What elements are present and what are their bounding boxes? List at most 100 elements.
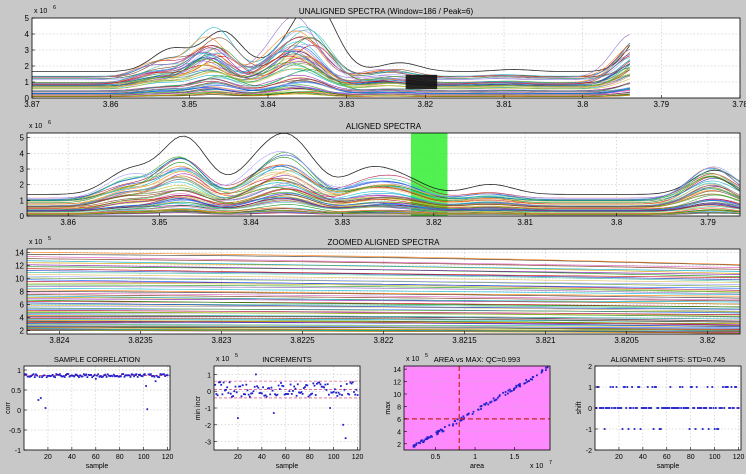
- spectrum-line: [27, 282, 740, 293]
- data-point: [487, 403, 490, 406]
- data-point: [122, 373, 125, 375]
- data-point: [128, 374, 131, 377]
- spectrum-line: [27, 188, 740, 209]
- data-point: [127, 374, 129, 377]
- data-point: [310, 393, 312, 396]
- spectrum-line: [32, 89, 630, 97]
- data-point: [292, 390, 294, 392]
- data-point: [667, 407, 669, 409]
- data-point: [483, 403, 485, 406]
- data-point: [498, 394, 501, 397]
- data-point: [715, 407, 717, 409]
- x-axis-label: sample: [276, 463, 299, 470]
- data-point: [661, 407, 663, 409]
- x-tick-label: 3.85: [152, 218, 168, 227]
- data-point: [222, 381, 225, 384]
- data-point: [331, 391, 334, 394]
- data-point: [116, 375, 119, 377]
- data-point: [295, 394, 298, 397]
- y-tick-label: -2: [205, 423, 211, 430]
- data-point: [220, 383, 223, 386]
- y-tick-label: 8: [20, 288, 25, 297]
- data-point: [603, 428, 606, 430]
- x-tick-label: 60: [282, 454, 290, 461]
- data-point: [68, 375, 71, 378]
- chart-title: SAMPLE CORRELATION: [54, 355, 140, 364]
- data-point: [711, 386, 714, 388]
- data-point: [531, 378, 533, 381]
- chart-title: INCREMENTS: [262, 355, 312, 364]
- spectrum-line: [27, 289, 740, 297]
- data-point: [435, 431, 438, 434]
- data-point: [24, 373, 27, 376]
- data-point: [323, 386, 325, 389]
- plot-area: [24, 366, 170, 450]
- y-tick-label: -0.5: [9, 428, 21, 435]
- data-point: [280, 382, 282, 384]
- data-point: [722, 386, 724, 388]
- data-point: [689, 386, 692, 388]
- data-point: [687, 407, 690, 409]
- y-tick-label: -2: [586, 448, 592, 455]
- data-point: [314, 394, 317, 396]
- data-point: [235, 391, 238, 394]
- data-point: [415, 442, 418, 445]
- data-point: [157, 376, 159, 378]
- data-point: [442, 430, 445, 433]
- spectrum-line: [27, 251, 740, 265]
- data-point: [515, 386, 518, 389]
- data-point: [620, 407, 623, 409]
- data-point: [277, 384, 280, 387]
- y-tick-label: 2: [20, 327, 25, 336]
- data-point: [302, 387, 305, 389]
- data-point: [510, 390, 513, 392]
- data-point: [44, 407, 47, 409]
- spectrum-line: [27, 177, 740, 207]
- spectrum-line: [27, 291, 740, 299]
- data-point: [313, 384, 316, 387]
- spectrum-line: [27, 279, 740, 289]
- data-point: [330, 391, 333, 394]
- data-point: [281, 384, 284, 387]
- data-point: [424, 438, 427, 440]
- data-point: [726, 386, 729, 388]
- data-point: [307, 395, 310, 398]
- data-point: [736, 407, 739, 409]
- data-point: [614, 407, 617, 409]
- data-point: [653, 386, 656, 388]
- data-point: [608, 407, 611, 409]
- gridlines: [24, 366, 170, 451]
- data-point: [701, 428, 704, 430]
- points: [412, 366, 549, 448]
- y-tick-label: 10: [15, 274, 24, 283]
- data-point: [48, 374, 50, 377]
- x-exponent: x 10: [530, 463, 543, 470]
- data-point: [257, 386, 260, 389]
- y-tick-label: 2: [588, 364, 592, 371]
- x-tick-label: 3.821: [536, 336, 557, 345]
- data-point: [298, 391, 300, 394]
- data-point: [88, 374, 91, 376]
- data-point: [460, 419, 463, 422]
- data-point: [438, 430, 441, 433]
- y-tick-label: 1: [588, 385, 592, 392]
- data-point: [494, 399, 497, 401]
- alignment-window: [405, 74, 438, 90]
- data-point: [621, 428, 624, 430]
- data-point: [256, 385, 258, 388]
- x-tick-label: 3.83: [339, 100, 355, 109]
- points: [24, 373, 169, 411]
- spectrum-line: [27, 319, 740, 324]
- data-point: [519, 385, 522, 388]
- y-exponent: x 10: [29, 123, 42, 130]
- data-point: [627, 428, 630, 430]
- data-point: [238, 385, 240, 388]
- data-point: [528, 380, 530, 382]
- gridlines: [404, 366, 550, 450]
- data-point: [252, 390, 255, 393]
- spectrum-line: [32, 60, 631, 87]
- data-point: [709, 407, 711, 409]
- data-point: [284, 393, 287, 395]
- y-tick-label: 4: [397, 429, 401, 436]
- data-point: [225, 388, 227, 391]
